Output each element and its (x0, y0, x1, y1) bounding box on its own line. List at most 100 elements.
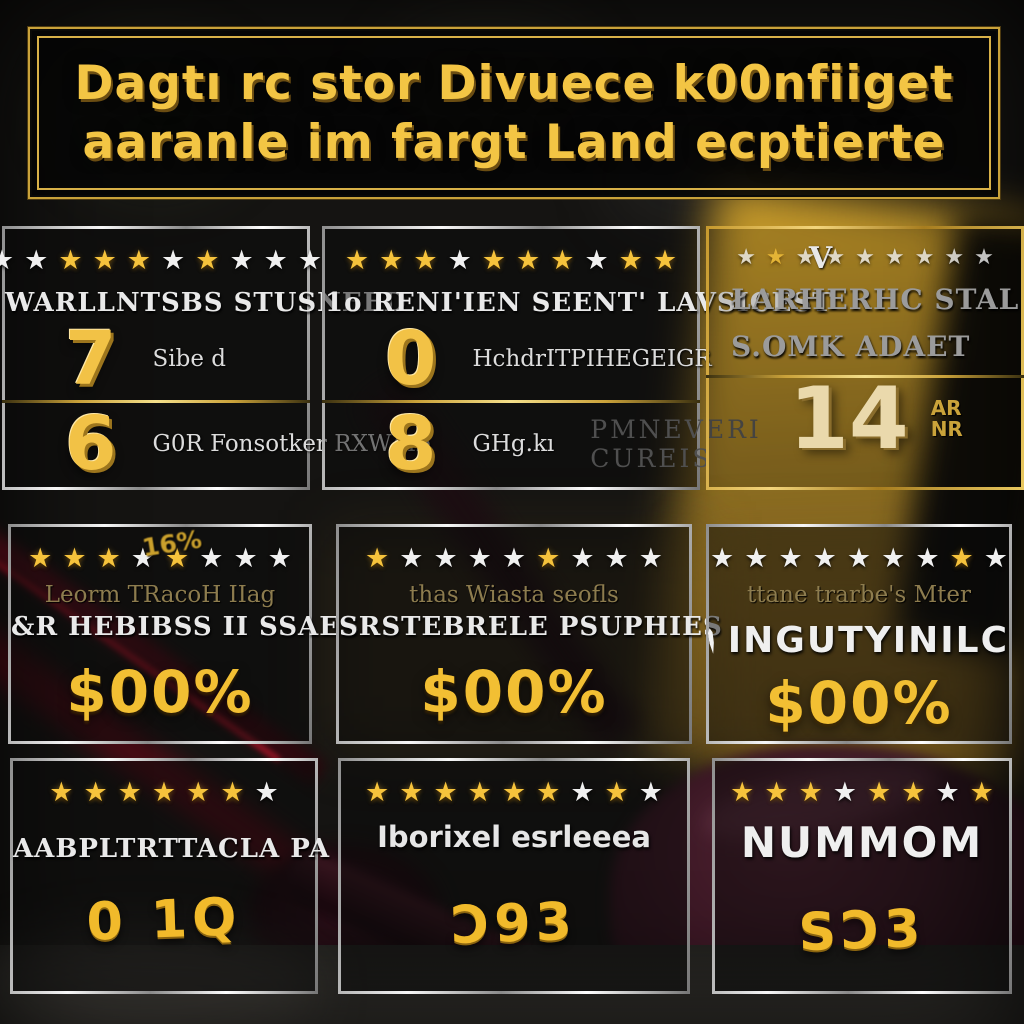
stat-number: 6 (65, 401, 117, 487)
stat-side-bottom: NR (930, 417, 963, 441)
star-icon: ★ (161, 245, 186, 276)
stat-number: SƆ3 (797, 898, 927, 964)
stat-row: 8 GHg.kı PMNEVERI CUREIS (325, 401, 759, 487)
panel-caption: AABPLTRTTACLA PA (13, 834, 331, 864)
stat-number: 8 (385, 401, 437, 487)
star-icon: ★ (795, 245, 816, 270)
stat-label: Sibe d (152, 346, 226, 372)
price-value: $00% (420, 658, 608, 726)
star-icon: ★ (344, 245, 370, 276)
gold-divider (2, 400, 310, 403)
header-banner-inner-frame: Dagtı rc stor Divuece k00nfiiget aaranle… (37, 36, 991, 190)
star-icon: ★ (92, 245, 117, 276)
star-icon: ★ (881, 543, 906, 574)
star-icon: ★ (447, 245, 472, 276)
panel-middle-middle: ★ ★ ★ ★ ★ ★ ★ ★ ★ thas Wiasta seofls SRSTEBRELE … (336, 524, 722, 744)
panel-top-left: ★ ★ ★ ★ ★ ★ ★ ★ ★ ★ WARLLNTSBS STUSNEED 7 Sibe d … (0, 226, 431, 490)
panel-top-right: V ★★★★★★★★★ ŁARHERHC STAL FN S.OMK ADAET… (706, 226, 1024, 490)
star-icon: ★ (516, 245, 541, 276)
panel-caption: Iborixel esrleeea (377, 820, 651, 854)
star-rating-row: ★ ★ ★ ★ ★ ★ ★ ★ ★ (339, 545, 689, 572)
star-icon: ★ (24, 245, 49, 276)
panel-caption: &R HEBIBSS II SSAES (11, 612, 360, 642)
star-icon: ★ (297, 245, 323, 276)
star-icon: ★ (798, 777, 823, 808)
star-icon: ★ (764, 777, 789, 808)
star-icon: ★ (949, 543, 974, 574)
panel-caption-secondary: S.OMK ADAET (731, 330, 971, 363)
star-icon: ★ (974, 245, 994, 270)
star-icon: ★ (254, 777, 279, 808)
star-icon: ★ (186, 777, 211, 808)
star-icon: ★ (267, 543, 292, 574)
star-icon: ★ (652, 245, 678, 276)
star-rating-row: ★ ★ ★ ★ ★ ★ ★ (13, 779, 315, 806)
star-icon: ★ (413, 245, 438, 276)
panel-bottom-right: ★ ★ ★ ★ ★ ★ ★ ★ NUMMOM SƆ3 (712, 758, 1012, 994)
star-rating-row: ★ ★ ★ ★ ★ ★ ★ ★ (715, 779, 1009, 806)
stat-number: 7 (65, 316, 117, 402)
price-value: $00% (765, 669, 953, 737)
panel-subtext: thas Wiasta seofls (409, 582, 619, 608)
stat-label: GHg.kı (472, 431, 555, 457)
header-banner: Dagtı rc stor Divuece k00nfiiget aaranle… (28, 27, 1000, 199)
star-icon: ★ (365, 777, 390, 808)
title-line-2: aaranle im fargt Land ecptierte (82, 115, 946, 170)
star-icon: ★ (604, 777, 629, 808)
star-icon: ★ (379, 245, 404, 276)
star-icon: ★ (935, 777, 960, 808)
panel-top-middle: ★ ★ ★ ★ ★ ★ ★ ★ ★ ★ 1o RENI'IEN SEENT' LAVSICEST … (322, 226, 831, 490)
star-icon: ★ (638, 777, 663, 808)
stat-side-glyphs: AR NR (931, 398, 963, 440)
star-icon: ★ (263, 245, 288, 276)
star-icon: ★ (467, 543, 492, 574)
stat-row: 7 Sibe d (5, 318, 307, 400)
star-icon: ★ (233, 543, 258, 574)
star-icon: ★ (62, 543, 87, 574)
star-icon: ★ (126, 245, 151, 276)
panel-middle-left: 16% ★ ★ ★ ★ ★ ★ ★ ★ Leorm TRacoH IIag &R HEBIBS… (8, 524, 360, 744)
star-icon: ★ (846, 543, 872, 574)
star-icon: ★ (944, 245, 965, 270)
star-icon: ★ (433, 543, 458, 574)
star-rating-row: V ★ ★ ★ ★ ★ ★ ★ ★ ★ (709, 241, 1021, 276)
star-icon: ★ (536, 777, 561, 808)
star-icon: ★ (481, 245, 506, 276)
panel-caption: ŁARHERHC STAL FN (731, 283, 1024, 316)
star-icon: ★ (744, 543, 769, 574)
star-icon: ★ (467, 777, 492, 808)
panel-subtext: Leorm TRacoH IIag (44, 582, 276, 608)
star-icon: ★ (884, 245, 905, 270)
star-icon: ★ (195, 245, 220, 276)
star-icon: ★ (550, 245, 575, 276)
panel-caption: NUMMOM (740, 818, 984, 867)
panel-bottom-middle: ★ ★ ★ ★ ★ ★ ★ ★ ★ Iborixel esrleeea Ɔ93 (338, 758, 690, 994)
star-rating-row: 16% ★ ★ ★ ★ ★ ★ ★ ★ (11, 524, 309, 574)
star-icon: ★ (229, 245, 254, 276)
star-rating-row: ★ ★ ★ ★ ★ ★ ★ ★ ★ ★ (0, 245, 322, 276)
star-icon: ★ (812, 543, 837, 574)
panel-caption: WARLLNTSBS STUSNEED (5, 288, 408, 318)
panel-caption-text: INGUTYINILC (727, 620, 1009, 661)
stat-row: 6 G0R Fonsotker RXWAIb (5, 401, 431, 487)
star-icon: ★ (49, 777, 74, 808)
star-icon: ★ (710, 543, 735, 574)
star-icon: ★ (778, 543, 803, 574)
star-icon: ★ (914, 245, 935, 270)
star-rating-row: ★ ★ ★ ★ ★ ★ ★ ★ ★ ★ (325, 247, 697, 274)
stat-number: 0 (385, 316, 437, 402)
scribble-mark: 16% (140, 524, 204, 563)
star-icon: ★ (570, 543, 595, 574)
star-icon: ★ (832, 777, 857, 808)
star-icon: ★ (399, 543, 424, 574)
star-icon: ★ (825, 245, 846, 270)
star-icon: ★ (867, 777, 892, 808)
star-icon: ★ (584, 245, 609, 276)
star-icon: ★ (28, 543, 53, 574)
shield-icon (707, 627, 715, 653)
star-icon: ★ (365, 543, 390, 574)
stat-number: 14 (789, 369, 909, 469)
star-icon: ★ (117, 777, 142, 808)
panel-subtext: ttane trarbe's Mter (746, 582, 972, 608)
